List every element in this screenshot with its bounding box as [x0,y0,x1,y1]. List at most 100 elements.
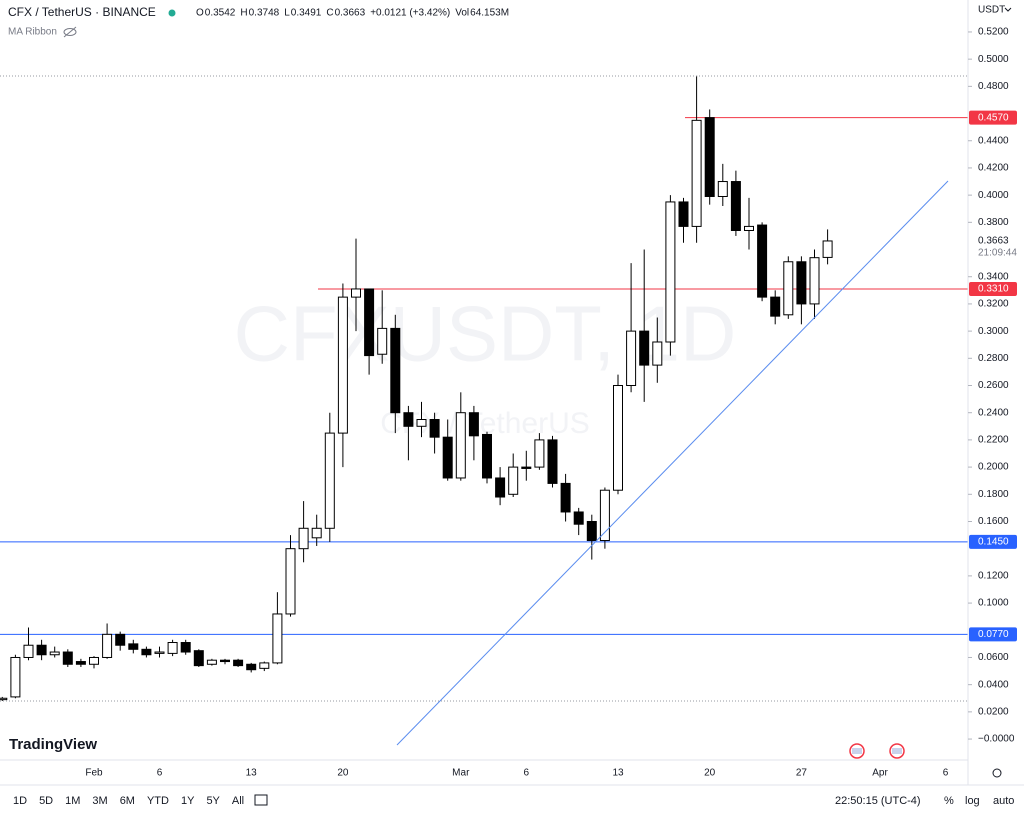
candle-body [442,436,453,479]
candle-body [180,642,191,653]
candle-body [429,419,440,438]
candle-body [89,656,99,665]
candle-body [193,650,204,667]
brand-logo[interactable]: TradingView [9,736,97,753]
y-tick-label: 0.0600 [978,652,1009,663]
candle-body [783,261,794,316]
candle-body [0,697,8,701]
candle-body [154,651,165,654]
currency-label[interactable]: USDT [978,5,1005,16]
y-tick-label: −0.0000 [978,734,1015,745]
range-button[interactable]: 1D [13,795,27,807]
legend-value: 64.153M [470,8,509,19]
y-tick-label: 0.4200 [978,163,1009,174]
range-button[interactable]: 5D [39,795,53,807]
price-label-box [969,627,1017,642]
visibility-icon[interactable] [63,28,77,36]
range-button[interactable]: 1Y [181,795,195,807]
candle-body [665,201,676,343]
legend-key: L [284,8,290,19]
x-tick-label: 6 [524,768,530,779]
candle-body [23,644,34,658]
clock[interactable]: 22:50:15 (UTC-4) [835,795,921,807]
x-tick-label: 27 [796,768,808,779]
y-tick-label: 0.1000 [978,598,1009,609]
candle-body [560,482,571,513]
candle-body [206,659,217,665]
x-tick-label: 6 [157,768,163,779]
candle-body [311,527,322,539]
y-tick-label: 0.2000 [978,462,1009,473]
auto-toggle[interactable]: auto [993,795,1014,807]
candle-body [691,119,702,227]
candle-body [455,412,466,479]
range-button[interactable]: All [232,795,244,807]
candle-body [364,288,375,357]
legend-value: 0.3542 [205,8,236,19]
candle-body [128,643,139,650]
y-tick-label: 0.3400 [978,271,1009,282]
y-tick-label: 0.0400 [978,679,1009,690]
percent-toggle[interactable]: % [944,795,954,807]
range-button[interactable]: 3M [92,795,107,807]
candle-body [586,520,597,542]
range-button[interactable]: 5Y [206,795,220,807]
currency-dropdown-icon[interactable] [1004,7,1012,12]
settings-icon[interactable] [992,768,1002,778]
candle-body [390,327,401,414]
legend-key: O [196,8,204,19]
candle-body [757,224,768,298]
y-tick-label: 0.0200 [978,707,1009,718]
candle-body [678,201,689,227]
range-button[interactable]: 1M [65,795,80,807]
price-label-box [969,281,1017,296]
legend-value: 0.3748 [249,8,280,19]
y-tick-label: 0.4800 [978,81,1009,92]
y-tick-label: 0.1600 [978,516,1009,527]
y-tick-label: 0.5000 [978,54,1009,65]
legend-key: Vol [455,8,469,19]
candle-body [233,659,244,667]
y-tick-label: 0.1200 [978,571,1009,582]
candle-body [337,296,348,434]
candle-body [285,548,296,615]
candle-body [115,633,126,646]
candle-body [403,412,414,427]
candle-body [482,433,492,479]
y-tick-label: 0.2800 [978,353,1009,364]
y-tick-label: 0.4000 [978,190,1009,201]
candle-body [822,240,833,258]
y-tick-label: 0.2200 [978,435,1009,446]
legend-key: H [240,8,247,19]
candle-body [534,439,545,468]
range-button[interactable]: 6M [120,795,135,807]
candle-body [717,181,728,197]
candle-body [652,341,663,366]
candle-body [102,633,113,658]
x-tick-label: Feb [85,768,103,779]
candle-body [10,656,21,698]
candle-body [167,642,178,654]
candle-body [324,432,335,529]
range-button[interactable]: YTD [147,795,169,807]
price-label: 0.1450 [978,537,1009,548]
log-toggle[interactable]: log [965,795,980,807]
legend-value: 0.3663 [335,8,366,19]
x-tick-label: 6 [943,768,949,779]
candle-body [259,662,270,669]
candle-body [796,261,807,305]
trend-line[interactable] [396,180,949,746]
candle-body [141,648,152,656]
x-tick-label: 13 [246,768,258,779]
candle-body [495,477,506,498]
market-status-dot [168,9,176,17]
price-label: 0.3310 [978,284,1009,295]
candle-body [547,439,558,484]
current-price-label: 0.3663 [978,236,1009,247]
price-label-box [969,534,1017,549]
date-range-icon[interactable] [254,794,268,806]
indicator-name[interactable]: MA Ribbon [8,27,57,38]
y-tick-label: 0.5200 [978,27,1009,38]
flag-icon [852,748,862,754]
